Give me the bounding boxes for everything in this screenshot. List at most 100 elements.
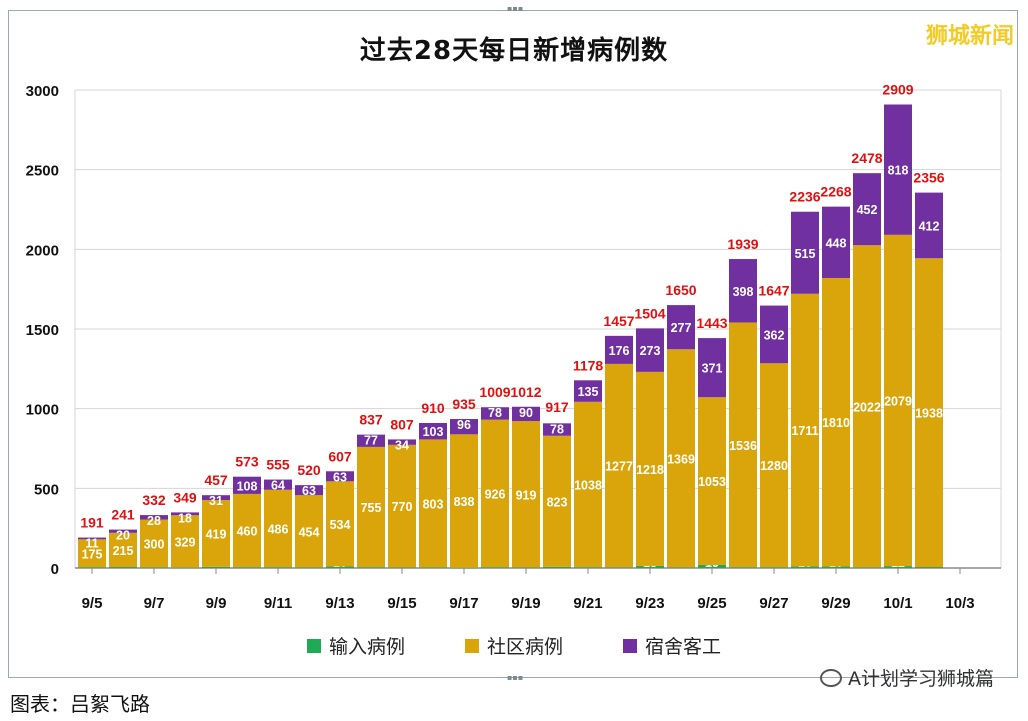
- data-label-1-9/20: 823: [547, 495, 568, 509]
- resize-handle-bottom[interactable]: ▪▪▪: [507, 673, 524, 682]
- x-tick-label-9/9: 9/9: [206, 595, 227, 612]
- data-label-2-9/20: 78: [550, 422, 564, 436]
- data-label-2-9/9: 31: [209, 494, 223, 508]
- x-tick-label-9/15: 9/15: [387, 595, 416, 612]
- data-label-2-9/23: 273: [640, 344, 661, 358]
- footer-source-text: A计划学习狮城篇: [848, 668, 994, 690]
- bar-segment-1-9/14: [357, 446, 385, 568]
- data-label-1-9/15: 770: [392, 500, 413, 514]
- total-label-9/9: 457: [204, 472, 228, 488]
- total-label-9/15: 807: [390, 416, 414, 432]
- total-label-9/23: 1504: [634, 305, 665, 321]
- total-label-10/2: 2356: [913, 170, 944, 186]
- total-label-9/18: 1009: [479, 384, 510, 400]
- data-label-1-9/24: 1369: [667, 452, 695, 466]
- data-label-1-9/8: 329: [175, 535, 196, 549]
- data-label-2-10/1: 818: [888, 164, 909, 178]
- bar-segment-2-9/29: [822, 206, 850, 279]
- bar-segment-1-9/12: [295, 495, 323, 568]
- legend-label-imported: 输入病例: [328, 636, 405, 658]
- total-label-9/30: 2478: [851, 150, 882, 166]
- total-label-9/24: 1650: [665, 282, 696, 298]
- bar-segment-2-9/13: [326, 471, 354, 482]
- bar-segment-1-9/5: [78, 539, 106, 568]
- bar-segment-0-9/23: [636, 565, 664, 568]
- bar-segment-0-9/27: [760, 567, 788, 568]
- y-tick-label-3000: 3000: [26, 83, 59, 100]
- chart-title: 过去28天每日新增病例数: [359, 36, 669, 66]
- bar-segment-2-9/23: [636, 328, 664, 372]
- bar-segment-2-9/24: [667, 305, 695, 350]
- data-label-2-9/19: 90: [519, 406, 533, 420]
- data-label-1-9/18: 926: [485, 487, 506, 501]
- total-label-9/10: 573: [235, 454, 259, 470]
- bar-segment-2-9/15: [388, 439, 416, 445]
- data-label-1-9/17: 838: [454, 495, 475, 509]
- bar-chart-plot: 0 500 1000 1500 2000 2500 3000 9/5 9/7 9/9 9/11 9/1…: [26, 81, 1002, 612]
- bar-segment-2-9/10: [233, 476, 261, 494]
- bar-segment-2-9/16: [419, 423, 447, 440]
- data-label-2-9/7: 28: [147, 514, 161, 528]
- bar-segment-2-9/25: [698, 338, 726, 398]
- total-label-9/25: 1443: [696, 315, 727, 331]
- total-label-9/12: 520: [297, 462, 321, 478]
- bar-segment-2-9/21: [574, 380, 602, 402]
- bar-segment-0-9/21: [574, 567, 602, 568]
- bar-segment-1-9/22: [605, 363, 633, 568]
- data-label-2-9/28: 515: [795, 247, 816, 261]
- data-label-1-9/11: 486: [268, 522, 289, 536]
- bar-segment-2-9/5: [78, 537, 106, 540]
- data-label-1-9/7: 300: [144, 537, 165, 551]
- y-tick-label-500: 500: [34, 481, 59, 498]
- resize-handle-top[interactable]: ▪▪▪: [507, 4, 524, 13]
- bar-segment-0-9/13: [326, 566, 354, 568]
- data-label-2-9/6: 20: [116, 529, 130, 543]
- bar-segment-0-9/26: [729, 567, 757, 568]
- bar-segment-0-9/25: [698, 564, 726, 568]
- data-label-2-9/12: 63: [302, 484, 316, 498]
- legend-swatch-imported: [306, 638, 321, 653]
- data-label-2-9/21: 135: [578, 385, 599, 399]
- data-label-2-9/5: 11: [85, 537, 98, 551]
- bar-segment-1-9/6: [109, 532, 137, 568]
- bar-segment-0-9/17: [450, 567, 478, 569]
- bar-segment-2-10/2: [915, 192, 943, 259]
- bar-segment-1-9/17: [450, 434, 478, 568]
- bar-segment-0-9/14: [357, 567, 385, 568]
- legend-swatch-dormitory: [623, 638, 637, 653]
- data-label-2-9/24: 277: [671, 321, 692, 335]
- x-tick-label-9/17: 9/17: [449, 595, 478, 612]
- data-label-1-9/25: 1053: [698, 475, 726, 489]
- data-label-1-9/6: 215: [113, 544, 134, 558]
- data-label-1-9/5: 175: [82, 547, 103, 561]
- x-tick-label-9/29: 9/29: [821, 595, 850, 612]
- data-label-2-10/2: 412: [919, 219, 940, 233]
- x-tick-label-10/3: 10/3: [945, 595, 974, 612]
- data-label-1-9/16: 803: [423, 497, 444, 511]
- wechat-icon: [820, 668, 842, 687]
- data-label-2-9/16: 103: [423, 425, 444, 439]
- bar-segment-2-9/6: [109, 529, 137, 533]
- bar-segment-2-9/9: [202, 495, 230, 501]
- bar-segment-2-9/30: [853, 173, 881, 246]
- data-label-2-9/30: 452: [857, 203, 878, 217]
- bar-segment-1-9/9: [202, 500, 230, 567]
- x-tick-label-9/11: 9/11: [264, 595, 292, 612]
- bar-segment-0-9/28: [791, 566, 819, 568]
- x-tick-label-10/1: 10/1: [883, 595, 912, 612]
- total-label-9/14: 837: [359, 412, 383, 428]
- x-tick-label-9/21: 9/21: [573, 595, 602, 612]
- legend-item-imported: 输入病例: [306, 632, 405, 659]
- data-label-2-9/17: 96: [457, 418, 471, 432]
- data-label-2-9/11: 64: [271, 479, 285, 493]
- brand-watermark: 狮城新闻: [925, 24, 1014, 49]
- data-label-1-9/19: 919: [516, 488, 537, 502]
- y-tick-label-2500: 2500: [26, 163, 59, 180]
- bar-segment-2-9/7: [140, 515, 168, 520]
- data-label-1-9/27: 1280: [760, 459, 788, 473]
- bar-segment-2-10/1: [884, 104, 912, 235]
- x-tick-label-9/25: 9/25: [697, 595, 726, 612]
- total-label-9/6: 241: [111, 507, 135, 523]
- bar-segment-0-9/18: [481, 567, 509, 568]
- total-label-9/7: 332: [142, 492, 166, 508]
